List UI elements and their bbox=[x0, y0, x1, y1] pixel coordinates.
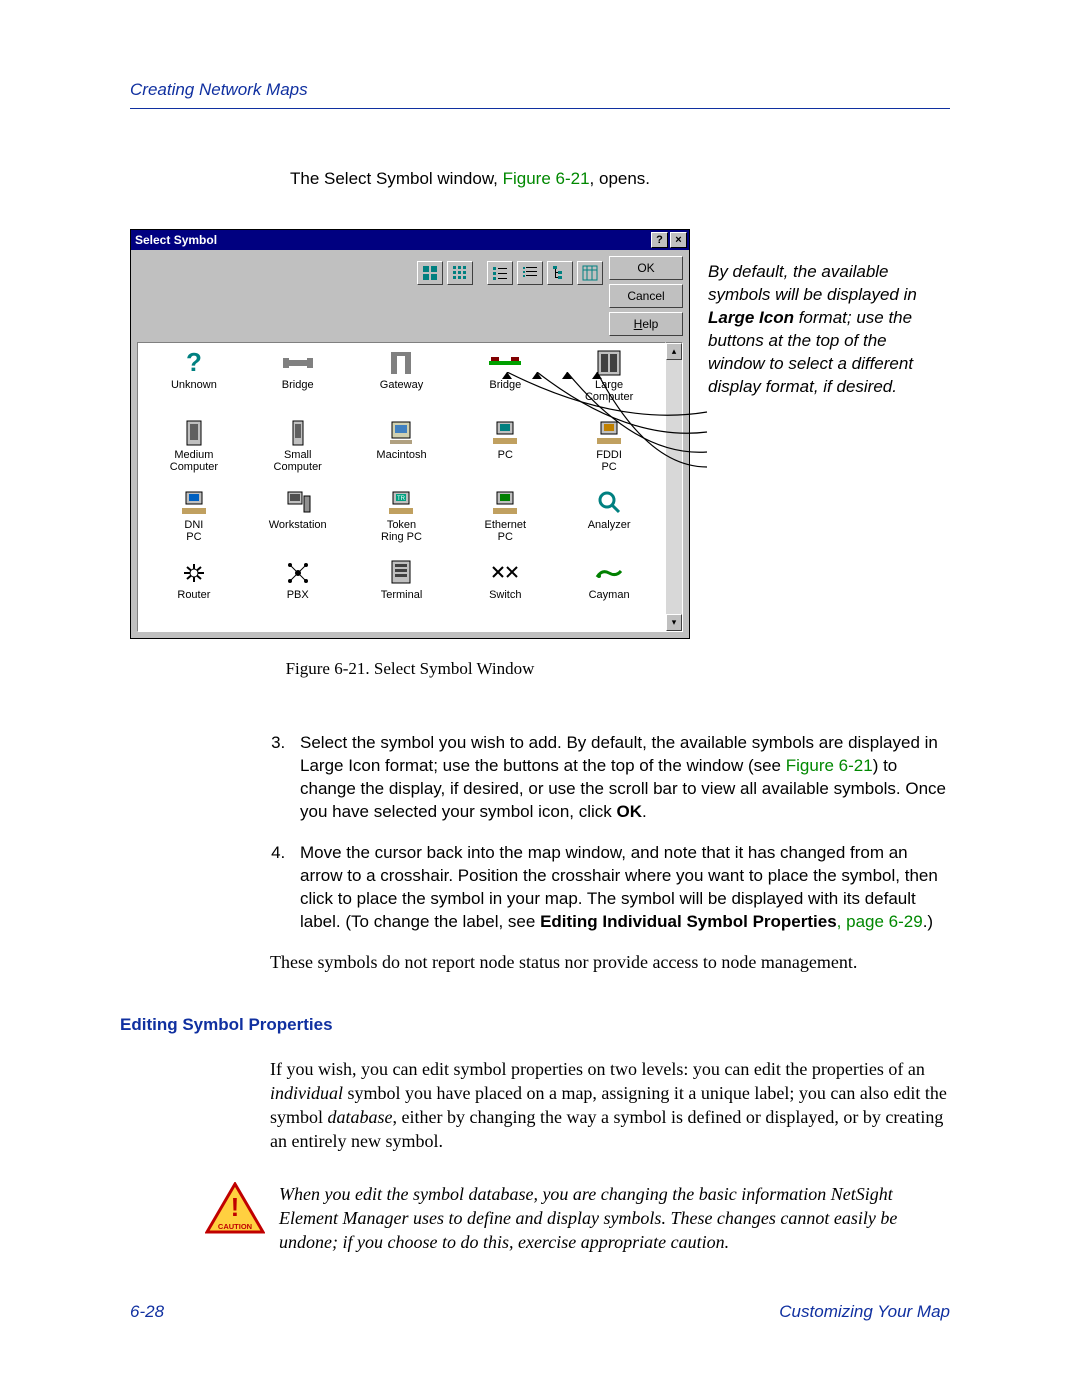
symbol-label: Macintosh bbox=[350, 449, 454, 461]
scrollbar[interactable]: ▴ ▾ bbox=[666, 342, 683, 632]
symbol-workstation[interactable]: Workstation bbox=[246, 489, 350, 559]
scroll-up-button[interactable]: ▴ bbox=[666, 343, 682, 360]
symbol-pc[interactable]: PC bbox=[453, 419, 557, 489]
list-icon[interactable] bbox=[487, 261, 513, 285]
caution-text: When you edit the symbol database, you a… bbox=[279, 1182, 950, 1255]
caution-icon: ! CAUTION bbox=[205, 1182, 265, 1239]
annotation-note: By default, the available symbols will b… bbox=[708, 261, 938, 399]
symbol-label: PBX bbox=[246, 589, 350, 601]
symbol-large-computer[interactable]: LargeComputer bbox=[557, 349, 661, 419]
symbol-label: LargeComputer bbox=[557, 379, 661, 403]
symbol-label: Terminal bbox=[350, 589, 454, 601]
dialog-title-text: Select Symbol bbox=[135, 233, 217, 247]
step-4: Move the cursor back into the map window… bbox=[290, 842, 950, 934]
scroll-down-button[interactable]: ▾ bbox=[666, 614, 682, 631]
symbol-label: Workstation bbox=[246, 519, 350, 531]
symbol-ethernetpc[interactable]: EthernetPC bbox=[453, 489, 557, 559]
symbol-mac[interactable]: Macintosh bbox=[350, 419, 454, 489]
tree-icon[interactable] bbox=[547, 261, 573, 285]
section-heading: Editing Symbol Properties bbox=[120, 1015, 950, 1035]
symbol-gateway[interactable]: Gateway bbox=[350, 349, 454, 419]
symbol-analyzer[interactable]: Analyzer bbox=[557, 489, 661, 559]
symbol-label: TokenRing PC bbox=[350, 519, 454, 543]
symbol-pbx[interactable]: PBX bbox=[246, 559, 350, 629]
columns-icon[interactable] bbox=[577, 261, 603, 285]
page-ref-link[interactable]: , page 6-29 bbox=[837, 912, 923, 931]
symbol-bridge2[interactable]: Bridge bbox=[453, 349, 557, 419]
symbol-label: Bridge bbox=[453, 379, 557, 391]
step-3: Select the symbol you wish to add. By de… bbox=[290, 732, 950, 824]
svg-text:!: ! bbox=[231, 1192, 240, 1222]
symbol-small-computer[interactable]: SmallComputer bbox=[246, 419, 350, 489]
symbol-switch[interactable]: Switch bbox=[453, 559, 557, 629]
details-icon[interactable] bbox=[517, 261, 543, 285]
page-header-title: Creating Network Maps bbox=[130, 80, 950, 100]
view-toolbar bbox=[417, 256, 603, 336]
svg-text:CAUTION: CAUTION bbox=[218, 1222, 252, 1231]
dialog-titlebar[interactable]: Select Symbol ? × bbox=[131, 230, 689, 250]
symbol-label: Unknown bbox=[142, 379, 246, 391]
scroll-track[interactable] bbox=[666, 360, 682, 614]
symbol-question[interactable]: ? Unknown bbox=[142, 349, 246, 419]
figure-ref-link-2[interactable]: Figure 6-21 bbox=[786, 756, 873, 775]
page-number: 6-28 bbox=[130, 1302, 164, 1322]
symbol-label: SmallComputer bbox=[246, 449, 350, 473]
symbol-label: Switch bbox=[453, 589, 557, 601]
symbol-label: Analyzer bbox=[557, 519, 661, 531]
symbol-label: EthernetPC bbox=[453, 519, 557, 543]
symbol-dnipc[interactable]: DNIPC bbox=[142, 489, 246, 559]
symbol-label: MediumComputer bbox=[142, 449, 246, 473]
steps-list: Select the symbol you wish to add. By de… bbox=[290, 732, 950, 934]
symbol-label: Cayman bbox=[557, 589, 661, 601]
symbol-bridge1[interactable]: Bridge bbox=[246, 349, 350, 419]
cancel-button[interactable]: Cancel bbox=[609, 284, 683, 308]
symbol-label: Gateway bbox=[350, 379, 454, 391]
symbol-tokenring[interactable]: TR TokenRing PC bbox=[350, 489, 454, 559]
symbol-label: Router bbox=[142, 589, 246, 601]
symbol-fddipc[interactable]: FDDIPC bbox=[557, 419, 661, 489]
symbol-router[interactable]: Router bbox=[142, 559, 246, 629]
close-titlebar-button[interactable]: × bbox=[670, 232, 687, 248]
intro-suffix: , opens. bbox=[590, 169, 651, 188]
large-icons-icon[interactable] bbox=[417, 261, 443, 285]
symbol-label: FDDIPC bbox=[557, 449, 661, 473]
small-icons-icon[interactable] bbox=[447, 261, 473, 285]
page-footer: 6-28 Customizing Your Map bbox=[130, 1302, 950, 1322]
note-paragraph: These symbols do not report node status … bbox=[270, 952, 950, 973]
body-paragraph: If you wish, you can edit symbol propert… bbox=[270, 1057, 950, 1154]
symbol-list[interactable]: ?UnknownBridgeGatewayBridgeLargeComputer… bbox=[137, 342, 666, 632]
select-symbol-dialog: Select Symbol ? × OK Cancel bbox=[130, 229, 690, 639]
figure-ref-link[interactable]: Figure 6-21 bbox=[503, 169, 590, 188]
symbol-terminal[interactable]: Terminal bbox=[350, 559, 454, 629]
svg-text:TR: TR bbox=[397, 496, 406, 502]
help-titlebar-button[interactable]: ? bbox=[651, 232, 668, 248]
caution-block: ! CAUTION When you edit the symbol datab… bbox=[130, 1182, 950, 1255]
ok-button[interactable]: OK bbox=[609, 256, 683, 280]
symbol-label: Bridge bbox=[246, 379, 350, 391]
figure-caption: Figure 6-21. Select Symbol Window bbox=[130, 659, 690, 679]
symbol-label: DNIPC bbox=[142, 519, 246, 543]
help-button[interactable]: Help bbox=[609, 312, 683, 336]
footer-section: Customizing Your Map bbox=[779, 1302, 950, 1322]
svg-text:?: ? bbox=[186, 349, 202, 377]
symbol-cayman[interactable]: Cayman bbox=[557, 559, 661, 629]
intro-prefix: The Select Symbol window, bbox=[290, 169, 503, 188]
symbol-medium-computer[interactable]: MediumComputer bbox=[142, 419, 246, 489]
header-rule bbox=[130, 108, 950, 109]
symbol-label: PC bbox=[453, 449, 557, 461]
intro-text: The Select Symbol window, Figure 6-21, o… bbox=[290, 169, 950, 189]
